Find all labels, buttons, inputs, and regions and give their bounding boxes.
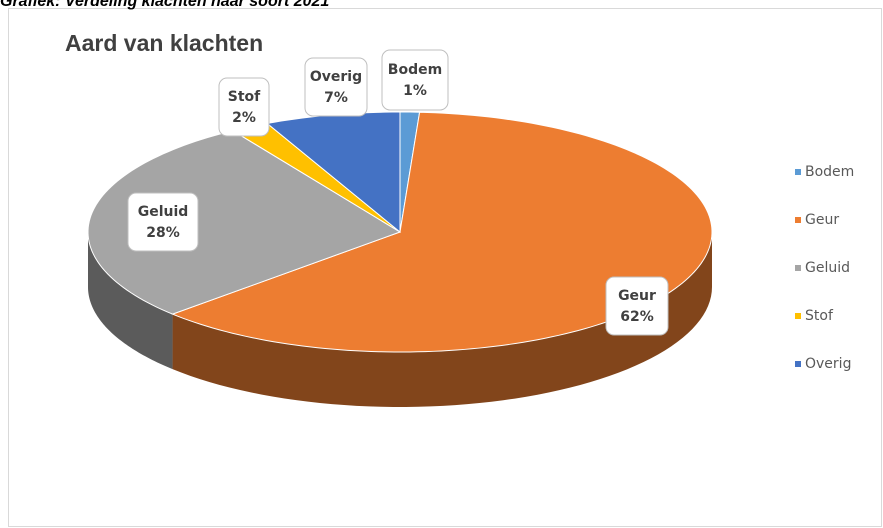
label-category: Geur (618, 288, 656, 304)
label-box (127, 192, 199, 252)
label-category: Bodem (388, 62, 442, 78)
slice-side (172, 232, 713, 407)
chart-title: Aard van klachten (65, 30, 263, 56)
legend-swatch (795, 361, 801, 367)
label-value: 62% (620, 309, 654, 325)
slice (171, 111, 713, 353)
data-label: Geur 62% (605, 276, 669, 336)
data-label: Geluid 28% (127, 192, 199, 252)
data-label: Bodem 1% (381, 49, 449, 111)
label-category: Overig (310, 69, 362, 85)
data-label: Overig 7% (304, 57, 368, 117)
legend-swatch (795, 313, 801, 319)
label-box (381, 49, 449, 111)
legend-label: Bodem (805, 164, 854, 180)
label-box (304, 57, 368, 117)
legend-swatch (795, 217, 801, 223)
label-value: 28% (146, 225, 180, 241)
label-value: 2% (232, 110, 256, 126)
legend-swatch (795, 265, 801, 271)
slice-side (88, 232, 173, 370)
label-box (605, 276, 669, 336)
label-category: Stof (228, 89, 261, 105)
legend-label: Geluid (805, 260, 850, 276)
legend-label: Overig (805, 356, 851, 372)
legend-label: Geur (805, 212, 839, 228)
caption: Grafiek: Verdeling klachten naar soort 2… (0, 0, 329, 10)
label-box (218, 77, 270, 137)
data-label: Stof 2% (218, 77, 270, 137)
legend-label: Stof (805, 308, 834, 324)
label-value: 1% (403, 83, 427, 99)
label-value: 7% (324, 90, 348, 106)
label-category: Geluid (138, 204, 189, 220)
legend-swatch (795, 169, 801, 175)
slice (87, 130, 402, 315)
